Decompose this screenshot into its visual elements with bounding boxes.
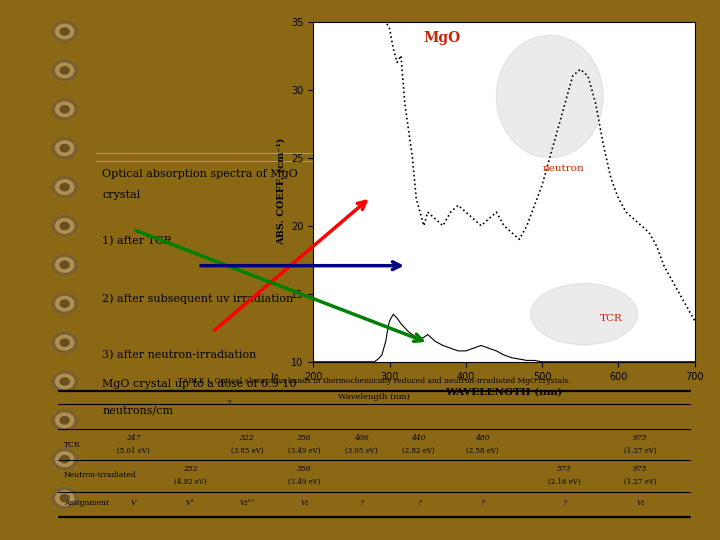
Text: crystal: crystal (102, 190, 140, 200)
Text: 573: 573 (557, 465, 572, 473)
Text: (4.92 eV): (4.92 eV) (174, 477, 207, 485)
Circle shape (60, 222, 69, 230)
Circle shape (55, 141, 73, 156)
Ellipse shape (496, 35, 603, 158)
Text: 18: 18 (269, 373, 279, 381)
Text: (2.16 eV): (2.16 eV) (548, 477, 581, 485)
Circle shape (60, 184, 69, 191)
Text: neutrons/cm: neutrons/cm (102, 406, 174, 416)
Circle shape (55, 219, 73, 233)
Circle shape (52, 449, 78, 470)
Text: 356: 356 (297, 465, 312, 473)
Circle shape (52, 293, 78, 314)
Circle shape (52, 332, 78, 353)
Text: (5.01 eV): (5.01 eV) (117, 447, 150, 455)
Circle shape (60, 378, 69, 385)
Text: 3) after neutron-irradiation: 3) after neutron-irradiation (102, 350, 256, 361)
Text: (3.49 eV): (3.49 eV) (289, 447, 321, 455)
Text: neutron: neutron (542, 164, 584, 173)
Text: (1.27 eV): (1.27 eV) (624, 447, 657, 455)
Circle shape (60, 145, 69, 152)
Ellipse shape (531, 284, 638, 345)
Text: Assignment: Assignment (64, 500, 109, 508)
Text: Wavelength (nm): Wavelength (nm) (338, 393, 410, 401)
Text: 356: 356 (297, 434, 312, 442)
Circle shape (52, 60, 78, 81)
Circle shape (55, 258, 73, 272)
Circle shape (60, 456, 69, 463)
Text: 247: 247 (126, 434, 141, 442)
Text: ?: ? (480, 500, 484, 508)
Circle shape (55, 335, 73, 350)
Text: V₂: V₂ (300, 500, 309, 508)
Text: 1) after TCR: 1) after TCR (102, 237, 172, 247)
Circle shape (55, 180, 73, 194)
Circle shape (55, 413, 73, 428)
Text: (3.85 eV): (3.85 eV) (231, 447, 264, 455)
Circle shape (55, 102, 73, 117)
Circle shape (52, 215, 78, 237)
Circle shape (55, 374, 73, 389)
Text: V⁺: V⁺ (186, 500, 195, 508)
Circle shape (52, 371, 78, 392)
Circle shape (60, 106, 69, 113)
Circle shape (52, 21, 78, 42)
Text: 975: 975 (633, 465, 648, 473)
Text: (2.82 eV): (2.82 eV) (402, 447, 435, 455)
Circle shape (60, 339, 69, 346)
Circle shape (60, 417, 69, 424)
Text: 406: 406 (354, 434, 369, 442)
Circle shape (55, 491, 73, 505)
Circle shape (52, 410, 78, 431)
Circle shape (60, 495, 69, 502)
Text: (2.58 eV): (2.58 eV) (466, 447, 498, 455)
Circle shape (60, 28, 69, 35)
Text: TCR: TCR (64, 441, 81, 449)
Circle shape (52, 138, 78, 159)
Circle shape (52, 254, 78, 275)
Circle shape (60, 300, 69, 307)
Circle shape (52, 99, 78, 120)
Text: (1.27 eV): (1.27 eV) (624, 477, 657, 485)
Text: V₂: V₂ (636, 500, 645, 508)
Text: 440: 440 (411, 434, 426, 442)
Text: 2) after subsequent uv irradiation: 2) after subsequent uv irradiation (102, 293, 294, 304)
Circle shape (60, 261, 69, 268)
Text: Neutron-irradiated: Neutron-irradiated (64, 471, 137, 479)
Text: 975: 975 (633, 434, 648, 442)
Text: MgO: MgO (424, 31, 461, 45)
Text: 322: 322 (240, 434, 255, 442)
Circle shape (55, 296, 73, 311)
Circle shape (60, 67, 69, 74)
Text: 252: 252 (184, 465, 198, 473)
Text: V: V (131, 500, 136, 508)
Circle shape (55, 24, 73, 39)
Text: ?: ? (360, 500, 364, 508)
Text: TABLE I. Optical absorption bands in thermochemically reduced and neutron-irradi: TABLE I. Optical absorption bands in the… (178, 377, 571, 386)
X-axis label: WAVELENGTH (nm): WAVELENGTH (nm) (445, 387, 563, 396)
Text: TCR: TCR (600, 314, 622, 323)
Text: (3.49 eV): (3.49 eV) (289, 477, 321, 485)
Text: 480: 480 (474, 434, 490, 442)
Text: 2: 2 (227, 399, 232, 407)
Text: Optical absorption spectra of MgO: Optical absorption spectra of MgO (102, 169, 298, 179)
Circle shape (55, 452, 73, 467)
Text: V₂²⁺: V₂²⁺ (240, 500, 256, 508)
Circle shape (52, 177, 78, 198)
Y-axis label: ABS. COEFF. (cm⁻¹): ABS. COEFF. (cm⁻¹) (276, 138, 285, 245)
Circle shape (52, 488, 78, 509)
Text: (3.05 eV): (3.05 eV) (346, 447, 378, 455)
Circle shape (55, 63, 73, 78)
Text: ?: ? (417, 500, 420, 508)
Text: ?: ? (562, 500, 567, 508)
Text: MgO crystal up to a dose of 6.9·10: MgO crystal up to a dose of 6.9·10 (102, 379, 297, 389)
